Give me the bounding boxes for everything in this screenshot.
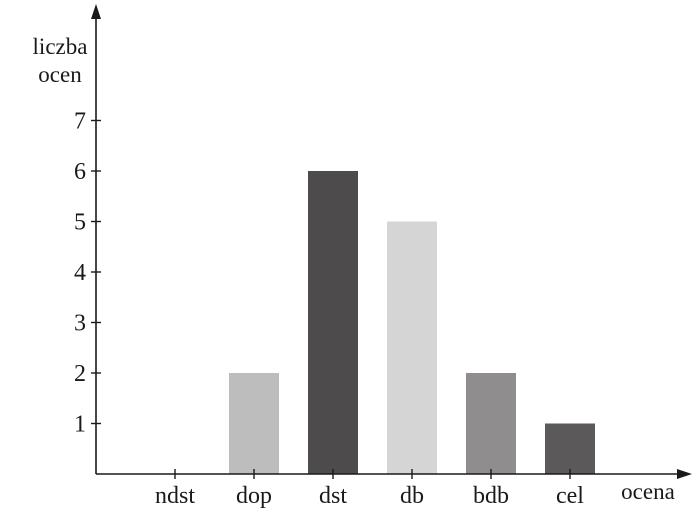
x-ticks-group: ndst dop dst db bdb cel — [155, 469, 584, 509]
y-axis-title-line-2: ocen — [38, 62, 82, 87]
x-tick-label-ndst: ndst — [155, 483, 195, 509]
y-tick-label: 2 — [74, 361, 86, 387]
bar-db — [387, 221, 437, 474]
y-tick-label: 1 — [74, 412, 86, 438]
y-tick-label: 5 — [74, 210, 86, 236]
bar-bdb — [466, 373, 516, 474]
bar-dop — [229, 373, 279, 474]
x-tick-label-db: db — [400, 483, 424, 509]
x-tick-label-bdb: bdb — [473, 483, 509, 509]
bar-cel — [545, 423, 595, 474]
x-axis-arrow — [677, 469, 692, 479]
y-tick-label: 4 — [74, 260, 86, 286]
bars-group — [229, 171, 595, 474]
x-tick-label-dop: dop — [236, 483, 272, 509]
y-tick-label: 6 — [74, 159, 86, 185]
bar-dst — [308, 171, 358, 474]
y-axis-title-line-1: liczba — [33, 34, 88, 59]
x-tick-label-cel: cel — [556, 483, 584, 509]
y-tick-label: 3 — [74, 311, 86, 337]
x-axis-title: ocena — [621, 479, 675, 504]
axes-group — [91, 4, 692, 479]
y-ticks-group: 1 2 3 4 5 6 7 — [74, 109, 101, 438]
y-axis-arrow — [91, 4, 101, 19]
x-tick-label-dst: dst — [319, 483, 347, 509]
y-tick-label: 7 — [74, 109, 86, 135]
